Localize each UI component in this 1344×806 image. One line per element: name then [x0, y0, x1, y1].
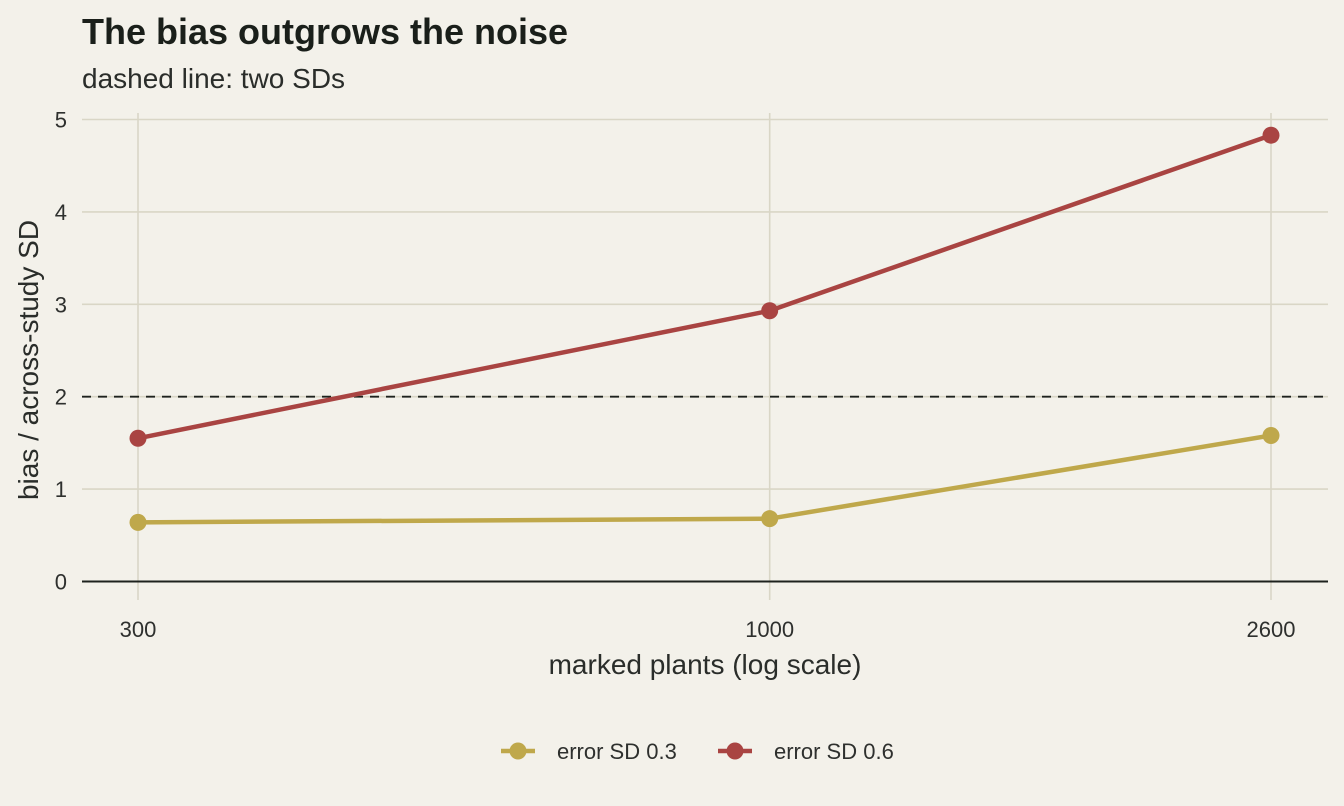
y-tick-label: 4: [55, 200, 67, 225]
chart-subtitle: dashed line: two SDs: [82, 63, 345, 94]
gridlines: [82, 113, 1328, 600]
x-tick-label: 1000: [745, 617, 794, 642]
data-point: [1262, 126, 1280, 144]
data-point: [1262, 427, 1280, 445]
data-point: [761, 302, 779, 320]
legend-key-point: [726, 742, 744, 760]
series-2: [129, 126, 1280, 447]
tick-labels: 0 1 2 3 4 5 300 1000 2600: [55, 108, 1296, 643]
series-layer: [129, 126, 1280, 531]
x-tick-label: 300: [120, 617, 157, 642]
series-line: [135, 132, 1274, 441]
legend-label: error SD 0.3: [557, 739, 677, 764]
legend: error SD 0.3 error SD 0.6: [501, 739, 894, 764]
chart-title: The bias outgrows the noise: [82, 11, 568, 52]
legend-key-point: [509, 742, 527, 760]
series-1: [129, 427, 1280, 531]
y-tick-label: 1: [55, 477, 67, 502]
y-tick-label: 0: [55, 570, 67, 595]
x-tick-label: 2600: [1247, 617, 1296, 642]
series-line: [135, 433, 1274, 525]
y-axis-title: bias / across-study SD: [13, 220, 44, 500]
y-tick-label: 2: [55, 385, 67, 410]
data-point: [129, 513, 147, 531]
x-axis-title: marked plants (log scale): [549, 649, 862, 680]
legend-item: error SD 0.6: [718, 739, 894, 764]
legend-item: error SD 0.3: [501, 739, 677, 764]
data-point: [129, 429, 147, 447]
legend-label: error SD 0.6: [774, 739, 894, 764]
y-tick-label: 3: [55, 292, 67, 317]
data-point: [761, 510, 779, 528]
y-tick-label: 5: [55, 108, 67, 133]
